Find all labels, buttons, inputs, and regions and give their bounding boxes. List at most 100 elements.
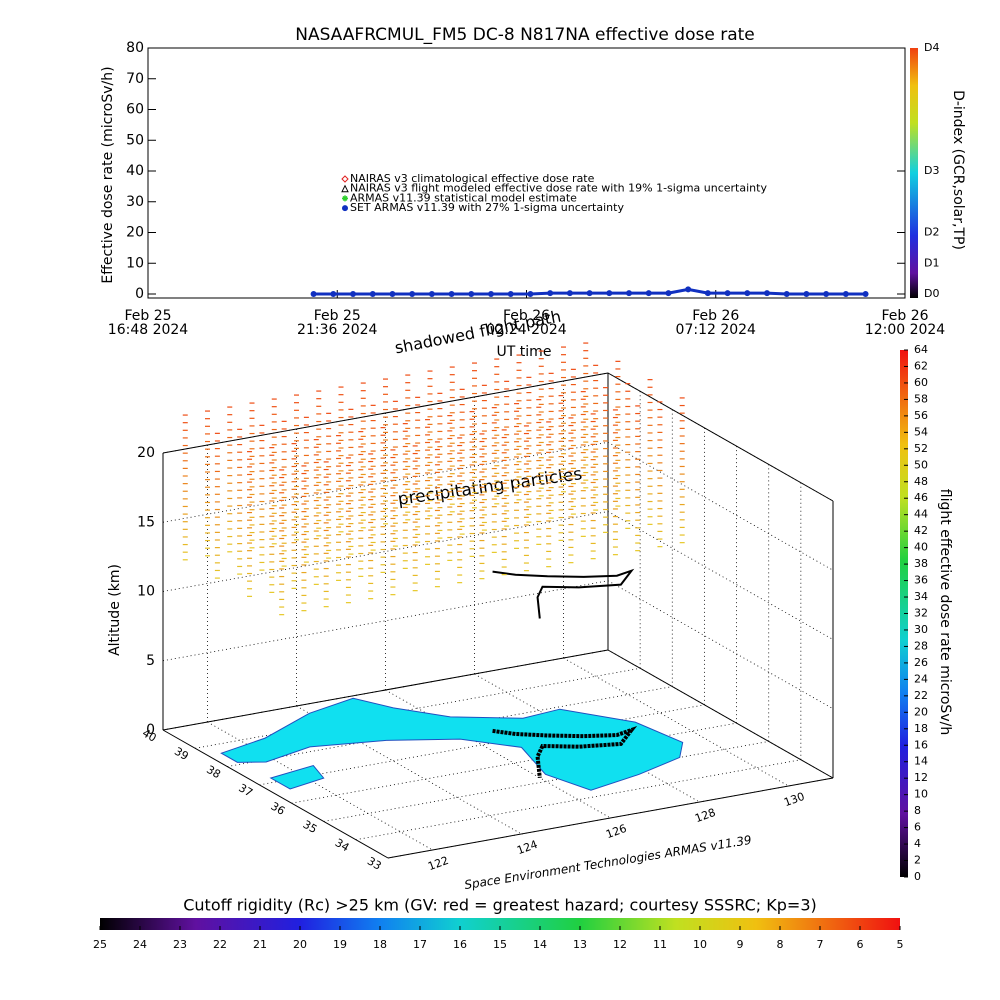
colorbar-tick-label: 30	[914, 623, 928, 636]
box-edge	[162, 729, 389, 859]
cutoff-tick-label: 11	[653, 938, 667, 951]
z-tick-label: 15	[137, 514, 155, 530]
colorbar-tick-label: 34	[914, 590, 928, 603]
wall-grid	[162, 511, 834, 640]
y-tick-label: 80	[126, 40, 144, 56]
plot-top: 0 10 20 30 40 50 60 70 80 D0 D1 D2 D3 D4 Feb 25 16:48 2…	[108, 40, 946, 338]
y-axis-label: Effective dose rate (microSv/h)	[100, 66, 116, 283]
y-tick-label: 50	[126, 132, 144, 148]
colorbar-tick-label: 44	[914, 508, 928, 521]
x-tick-label: Feb 25 21:36 2024	[297, 308, 378, 338]
data-point	[527, 291, 534, 298]
x-axis-label: UT time	[497, 344, 552, 360]
y-tick-label: 70	[126, 71, 144, 87]
y2-tick-label: D2	[924, 226, 939, 239]
y2-tick-label: D1	[924, 256, 939, 269]
x-tick-label: 126	[604, 822, 628, 841]
wall-grid	[162, 580, 834, 710]
y-tick-label: 37	[236, 781, 255, 799]
data-point	[823, 291, 830, 298]
cutoff-tick-label: 19	[333, 938, 347, 951]
data-point	[626, 290, 633, 297]
legend-marker	[341, 184, 349, 193]
y-tick-label: 40	[140, 726, 159, 744]
cutoff-tick-label: 17	[413, 938, 427, 951]
land	[220, 697, 684, 791]
data-point	[645, 290, 652, 297]
plot-3d: 1221241261281303334353637383940051015200…	[93, 342, 928, 951]
data-point	[468, 291, 475, 298]
credit: Space Environment Technologies ARMAS v11…	[463, 833, 752, 892]
cutoff-tick-label: 14	[533, 938, 547, 951]
x-tick-label: 124	[515, 838, 539, 857]
box-edge	[607, 372, 834, 502]
cutoff-tick-label: 20	[293, 938, 307, 951]
y2-axis-label: D-index (GCR,solar,TP)	[950, 90, 966, 250]
cutoff-tick-label: 13	[573, 938, 587, 951]
data-point	[744, 290, 751, 297]
x-tick-label: 128	[693, 806, 717, 825]
z-tick-label: 5	[146, 653, 155, 669]
floor-grid	[227, 686, 673, 767]
cutoff-tick-label: 15	[493, 938, 507, 951]
land	[269, 764, 325, 790]
cutoff-colorbar-title: Cutoff rigidity (Rc) >25 km (GV: red = g…	[183, 896, 817, 915]
colorbar-tick-label: 22	[914, 689, 928, 702]
colorbar-tick-label: 0	[914, 870, 921, 883]
y-tick-label: 33	[365, 854, 384, 872]
data-point	[547, 290, 554, 297]
legend-marker	[341, 175, 349, 183]
z-axis-label: Altitude (km)	[107, 564, 123, 656]
y-tick-label: 60	[126, 102, 144, 118]
y2-tick-label: D4	[924, 41, 939, 54]
data-point	[704, 290, 711, 297]
colorbar-tick-label: 60	[914, 376, 928, 389]
cutoff-tick-label: 5	[897, 938, 904, 951]
cutoff-tick-label: 18	[373, 938, 387, 951]
legend-label: NAIRAS v3 flight modeled effective dose …	[350, 182, 767, 195]
colorbar-tick-label: 56	[914, 409, 928, 422]
box-edge	[162, 649, 609, 731]
colorbar-tick-label: 24	[914, 672, 928, 685]
x-tick-label: 122	[426, 854, 450, 873]
cutoff-tick-label: 10	[693, 938, 707, 951]
colorbar-tick-label: 48	[914, 475, 928, 488]
y-tick-label: 39	[172, 745, 191, 763]
colorbar-tick-label: 54	[914, 425, 928, 438]
x-tick-label: Feb 25 16:48 2024	[108, 308, 189, 338]
y-tick-label: 0	[135, 286, 144, 302]
y-tick-label: 20	[126, 225, 144, 241]
box-edge	[387, 777, 834, 859]
colorbar-tick-label: 52	[914, 442, 928, 455]
y2-tick-label: D0	[924, 287, 939, 300]
colorbar-tick-label: 18	[914, 722, 928, 735]
cutoff-tick-label: 7	[817, 938, 824, 951]
floor-grid	[323, 741, 769, 822]
z-tick-label: 10	[137, 584, 155, 600]
cutoff-tick-label: 12	[613, 938, 627, 951]
wall-grid	[162, 441, 834, 571]
z-tick-label: 0	[146, 722, 155, 738]
cutoff-tick-label: 8	[777, 938, 784, 951]
box-edge	[607, 649, 834, 779]
data-point	[448, 291, 455, 298]
data-point	[566, 290, 573, 297]
data-point	[803, 291, 810, 298]
data-point	[488, 291, 495, 298]
colorbar-tick-label: 16	[914, 738, 928, 751]
cutoff-tick-label: 24	[133, 938, 147, 951]
colorbar-tick-label: 6	[914, 821, 921, 834]
colorbar-tick-label: 50	[914, 458, 928, 471]
colorbar-tick-label: 2	[914, 854, 921, 867]
data-point	[409, 291, 416, 298]
cutoff-tick-label: 25	[93, 938, 107, 951]
cutoff-tick-label: 22	[213, 938, 227, 951]
cutoff-tick-label: 16	[453, 938, 467, 951]
data-point	[330, 291, 337, 298]
data-point	[724, 290, 731, 297]
colorbar-tick-label: 38	[914, 557, 928, 570]
colorbar-tick-label: 32	[914, 607, 928, 620]
x-tick-label: 130	[782, 790, 806, 809]
colorbar-tick-label: 26	[914, 656, 928, 669]
colorbar-tick-label: 14	[914, 755, 928, 768]
